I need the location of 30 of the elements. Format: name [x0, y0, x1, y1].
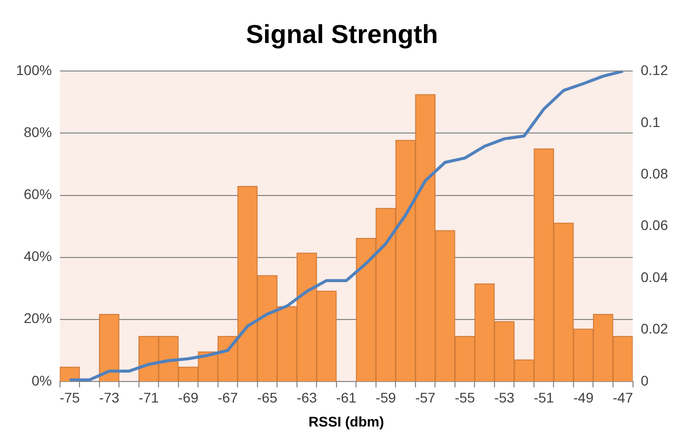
y-tick-label: 0% [32, 372, 52, 388]
x-tick-label: -65 [257, 390, 278, 406]
y-tick-label: 40% [24, 248, 52, 264]
x-tick-label: -59 [376, 390, 396, 406]
y2-tick-label: 0.04 [640, 268, 668, 285]
y2-tick-label: 0.12 [640, 62, 668, 78]
x-tick-label: -53 [494, 390, 515, 406]
y-tick-label: 60% [24, 186, 52, 202]
y2-tick-label: 0.02 [640, 320, 668, 337]
y-tick-label: 20% [24, 310, 52, 326]
x-tick-label: -71 [138, 390, 160, 406]
y-tick-label: 80% [24, 124, 52, 140]
x-tick-label: -49 [573, 390, 594, 406]
x-tick-label: -75 [60, 390, 80, 406]
y2-tick-label: 0.1 [640, 114, 660, 130]
x-tick-label: -73 [99, 390, 120, 406]
x-axis-title: RSSI (dbm) [308, 413, 384, 430]
y-tick-label: 100% [16, 62, 52, 78]
x-tick-label: -63 [296, 390, 318, 406]
y2-tick-label: 0.06 [640, 217, 668, 234]
x-tick-label: -67 [218, 390, 238, 406]
x-tick-label: -57 [415, 390, 436, 406]
x-tick-label: -55 [454, 390, 476, 406]
x-tick-label: -51 [534, 390, 554, 406]
chart-title: Signal Strength [246, 18, 438, 49]
x-tick-label: -47 [612, 390, 634, 406]
x-tick-label: -61 [336, 390, 357, 406]
y2-tick-label: 0 [640, 372, 649, 388]
y2-tick-label: 0.08 [640, 165, 668, 182]
x-tick-label: -69 [178, 390, 199, 406]
